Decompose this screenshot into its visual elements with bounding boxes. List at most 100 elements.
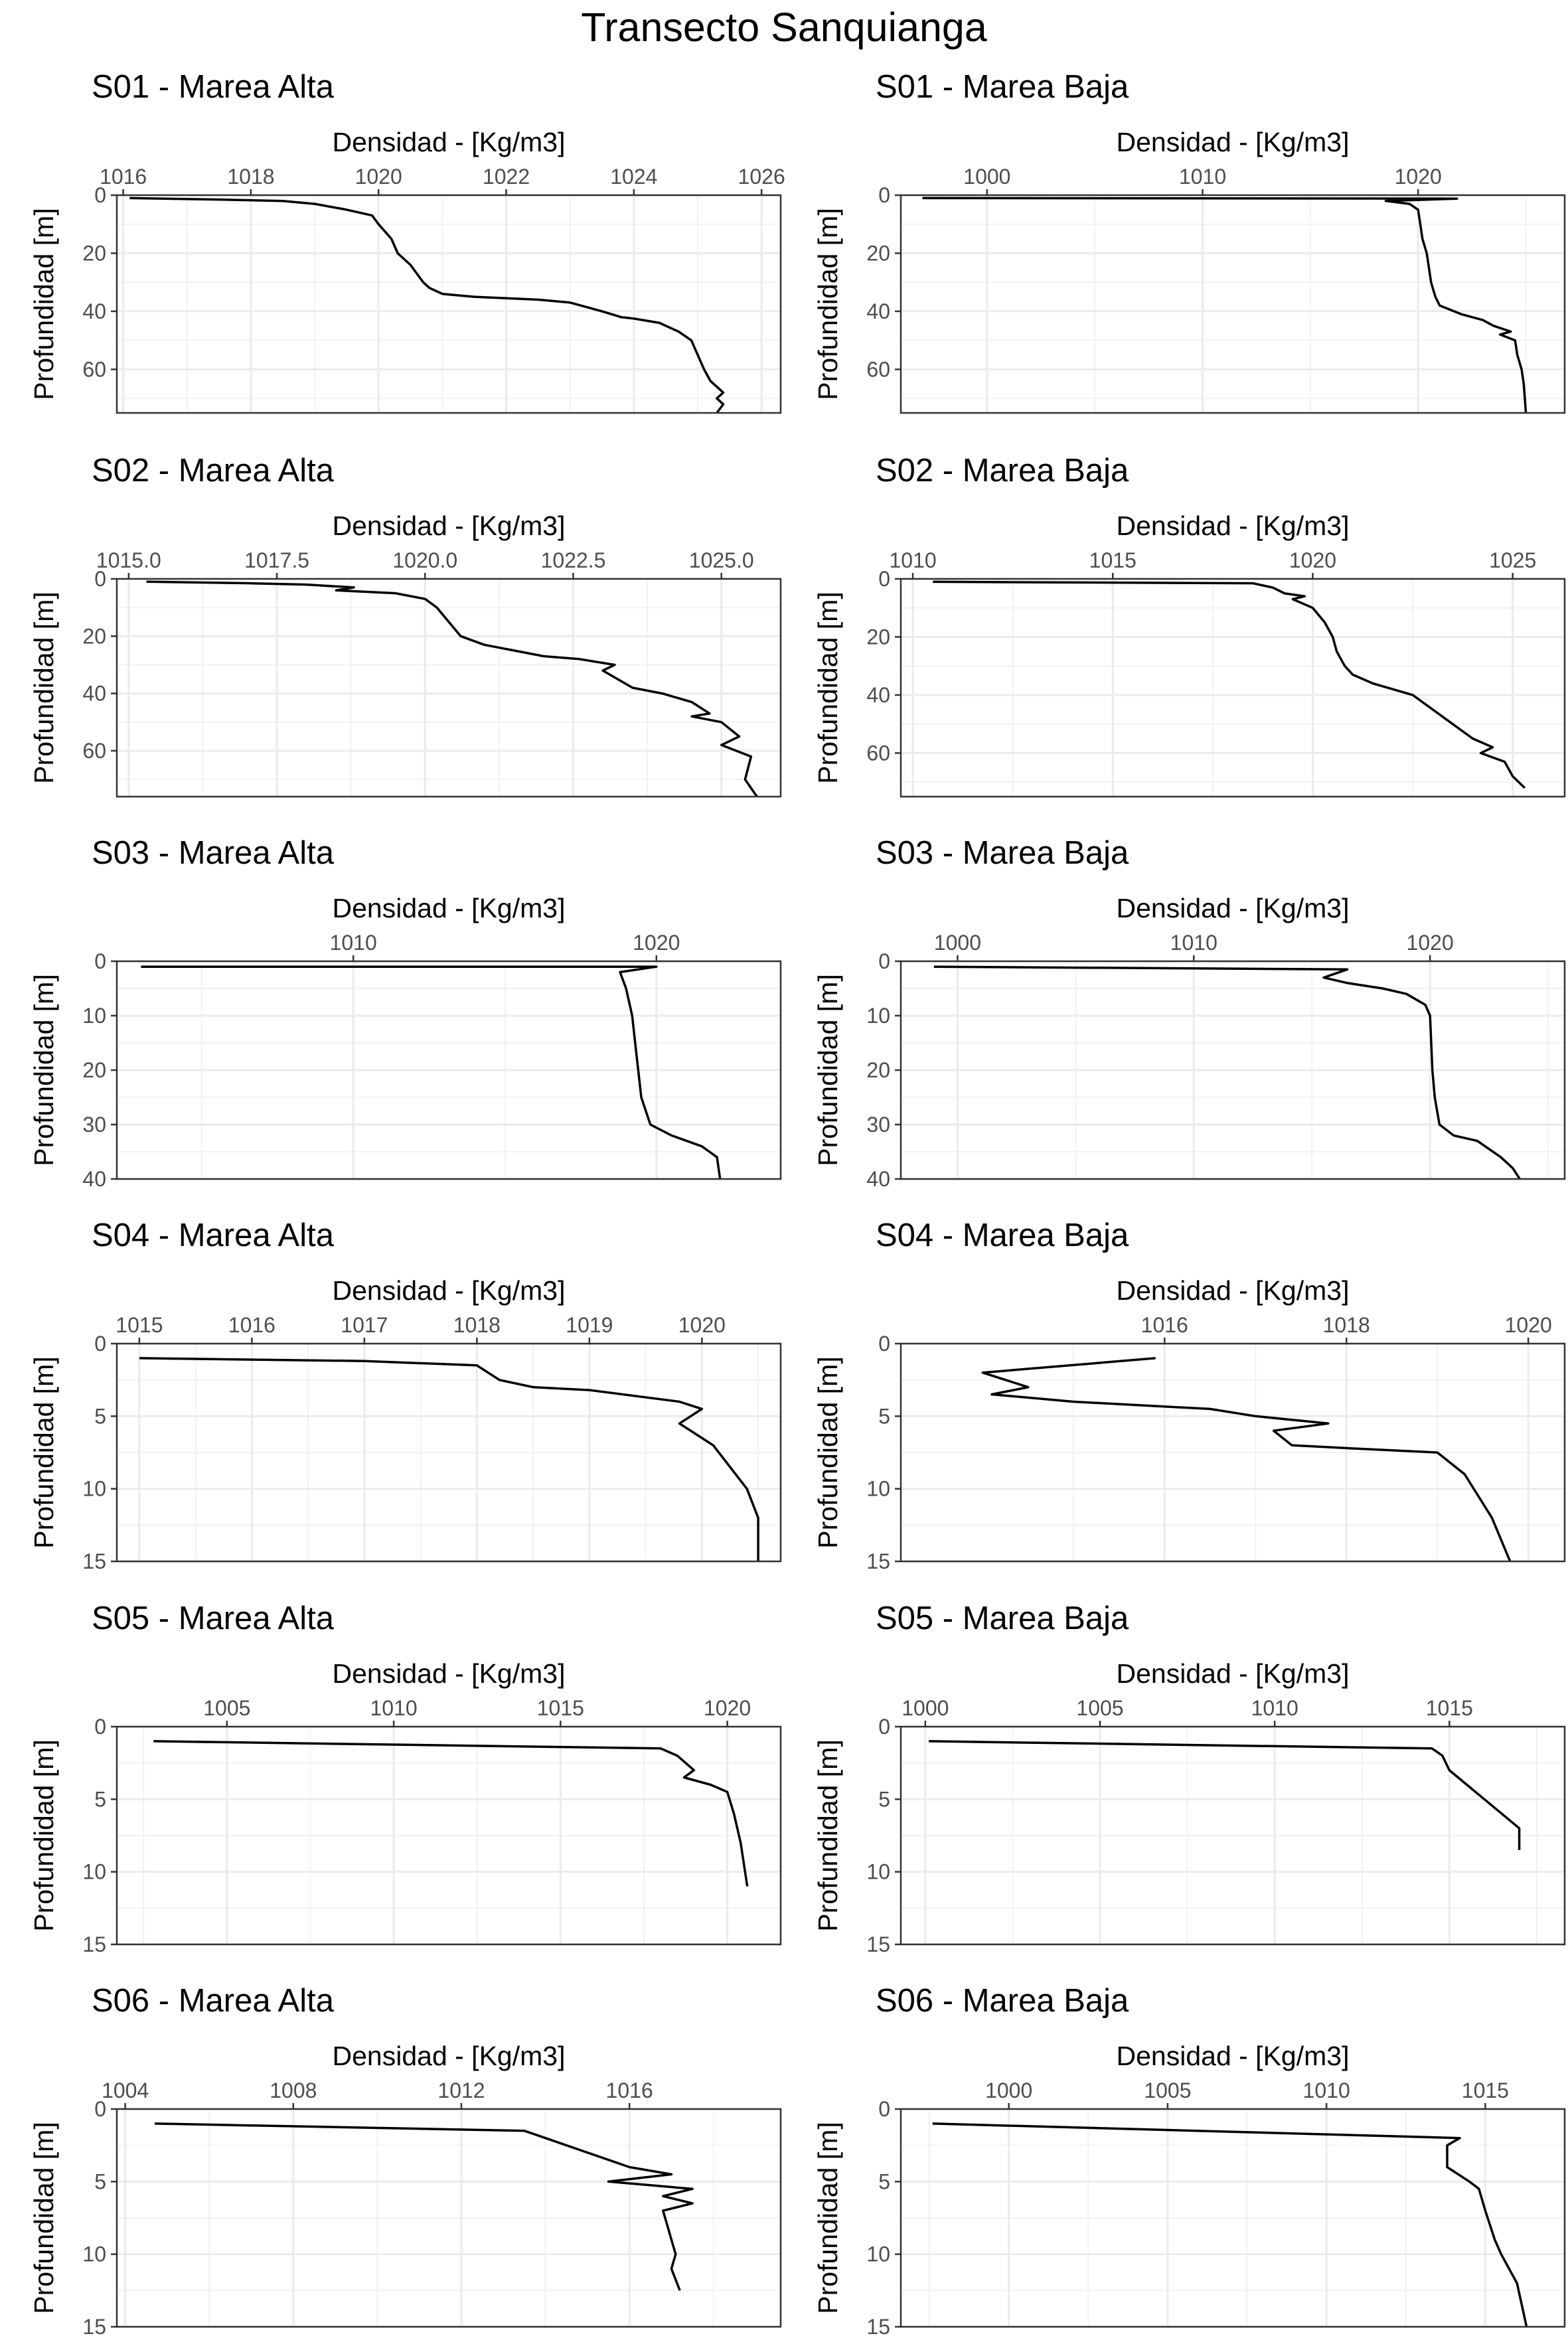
x-tick-label: 1025.0 bbox=[689, 548, 754, 572]
panel-title: S01 - Marea Alta bbox=[92, 69, 335, 105]
y-tick-label: 0 bbox=[878, 183, 890, 207]
x-tick-label: 1018 bbox=[1323, 1313, 1370, 1337]
x-tick-label: 1020 bbox=[1395, 165, 1442, 189]
y-tick-label: 20 bbox=[866, 241, 890, 265]
x-tick-label: 1017.5 bbox=[244, 548, 309, 572]
y-tick-label: 15 bbox=[866, 1932, 890, 1956]
x-axis-title: Densidad - [Kg/m3] bbox=[333, 1275, 566, 1306]
x-tick-label: 1022 bbox=[483, 165, 530, 189]
x-tick-label: 1000 bbox=[963, 165, 1010, 189]
plot-background bbox=[117, 579, 781, 797]
y-tick-label: 20 bbox=[82, 1058, 106, 1082]
panel-title: S06 - Marea Baja bbox=[876, 1983, 1129, 2019]
y-tick-label: 10 bbox=[82, 2242, 106, 2266]
y-tick-label: 10 bbox=[82, 1860, 106, 1884]
x-tick-label: 1010 bbox=[330, 931, 377, 955]
panel-title: S01 - Marea Baja bbox=[876, 69, 1129, 105]
density-profile-line bbox=[154, 2122, 694, 2291]
x-tick-label: 1010 bbox=[1170, 931, 1217, 955]
y-tick-label: 15 bbox=[82, 2315, 106, 2339]
y-tick-label: 15 bbox=[82, 1932, 106, 1956]
density-profile-line bbox=[139, 1357, 759, 1561]
x-tick-label: 1020 bbox=[1289, 548, 1336, 572]
x-tick-label: 1018 bbox=[227, 165, 274, 189]
x-tick-label: 1015 bbox=[1426, 1696, 1473, 1720]
y-tick-label: 0 bbox=[878, 1715, 890, 1739]
x-axis-title: Densidad - [Kg/m3] bbox=[1117, 1275, 1350, 1306]
x-tick-label: 1020 bbox=[704, 1696, 751, 1720]
x-tick-label: 1010 bbox=[1179, 165, 1226, 189]
y-tick-label: 10 bbox=[866, 1860, 890, 1884]
y-tick-label: 10 bbox=[866, 1004, 890, 1028]
x-axis-title: Densidad - [Kg/m3] bbox=[1117, 510, 1350, 541]
x-tick-label: 1004 bbox=[102, 2078, 149, 2102]
x-tick-label: 1018 bbox=[453, 1313, 501, 1337]
x-tick-label: 1017 bbox=[341, 1313, 388, 1337]
x-tick-label: 1012 bbox=[437, 2078, 485, 2102]
plot-border bbox=[116, 1342, 782, 1563]
panel-11: 1004 1008 1012 1016 0 5 10 15 Densidad - [Kg/m3]… bbox=[29, 1983, 782, 2339]
density-profile-line bbox=[153, 1740, 749, 1887]
x-axis-title: Densidad - [Kg/m3] bbox=[1117, 1658, 1350, 1689]
y-axis-title: Profundidad [m] bbox=[813, 974, 843, 1166]
x-tick-label: 1005 bbox=[203, 1696, 250, 1720]
panel-title: S04 - Marea Alta bbox=[92, 1217, 335, 1253]
x-axis-title: Densidad - [Kg/m3] bbox=[333, 893, 566, 923]
y-tick-label: 40 bbox=[82, 1167, 106, 1191]
figure-title: Transecto Sanquianga bbox=[581, 5, 987, 50]
y-axis-title: Profundidad [m] bbox=[813, 208, 843, 400]
density-profile-line bbox=[981, 1357, 1512, 1562]
x-axis-title: Densidad - [Kg/m3] bbox=[1117, 2041, 1350, 2071]
panel-1: 1016 1018 1020 1022 1024 1026 0 20 40 60 Densidad … bbox=[29, 69, 785, 414]
x-axis-title: Densidad - [Kg/m3] bbox=[333, 127, 566, 157]
y-axis-title: Profundidad [m] bbox=[29, 974, 59, 1166]
y-tick-label: 0 bbox=[878, 1332, 890, 1356]
density-profile-line bbox=[929, 1740, 1521, 1850]
y-tick-label: 60 bbox=[82, 739, 106, 763]
x-tick-label: 1010 bbox=[1251, 1696, 1298, 1720]
plot-border bbox=[900, 2108, 1566, 2328]
panel-title: S03 - Marea Baja bbox=[876, 835, 1129, 871]
density-profile-line bbox=[141, 965, 722, 1180]
panel-title: S02 - Marea Baja bbox=[876, 453, 1129, 489]
x-tick-label: 1016 bbox=[228, 1313, 275, 1337]
y-axis-title: Profundidad [m] bbox=[29, 591, 59, 783]
plot-border bbox=[116, 2108, 782, 2328]
y-tick-label: 60 bbox=[866, 741, 890, 765]
x-tick-label: 1010 bbox=[370, 1696, 417, 1720]
density-profile-line bbox=[933, 965, 1521, 1180]
x-tick-label: 1005 bbox=[1144, 2078, 1191, 2102]
x-tick-label: 1015 bbox=[116, 1313, 163, 1337]
plot-border bbox=[900, 194, 1566, 414]
panel-title: S05 - Marea Baja bbox=[876, 1601, 1129, 1636]
y-tick-label: 15 bbox=[82, 1549, 106, 1573]
x-tick-label: 1008 bbox=[270, 2078, 317, 2102]
density-profile-line bbox=[922, 196, 1528, 414]
y-tick-label: 5 bbox=[94, 1404, 106, 1428]
y-axis-title: Profundidad [m] bbox=[813, 591, 843, 783]
y-tick-label: 20 bbox=[82, 624, 106, 648]
y-tick-label: 0 bbox=[878, 567, 890, 591]
x-tick-label: 1015 bbox=[1089, 548, 1137, 572]
y-tick-label: 5 bbox=[878, 1404, 890, 1428]
y-tick-label: 40 bbox=[82, 682, 106, 706]
grid bbox=[117, 578, 781, 797]
x-axis-title: Densidad - [Kg/m3] bbox=[1117, 127, 1350, 157]
y-tick-label: 30 bbox=[82, 1113, 106, 1137]
x-tick-label: 1020 bbox=[633, 931, 680, 955]
x-axis-title: Densidad - [Kg/m3] bbox=[333, 510, 566, 541]
y-tick-label: 5 bbox=[878, 2169, 890, 2193]
x-tick-label: 1020.0 bbox=[392, 548, 457, 572]
y-tick-label: 5 bbox=[94, 2169, 106, 2193]
plot-border bbox=[116, 578, 782, 798]
x-tick-label: 1000 bbox=[985, 2078, 1032, 2102]
y-axis-title: Profundidad [m] bbox=[813, 1739, 843, 1931]
y-tick-label: 0 bbox=[878, 2097, 890, 2121]
panel-title: S03 - Marea Alta bbox=[92, 835, 335, 871]
x-tick-label: 1015 bbox=[1462, 2078, 1509, 2102]
